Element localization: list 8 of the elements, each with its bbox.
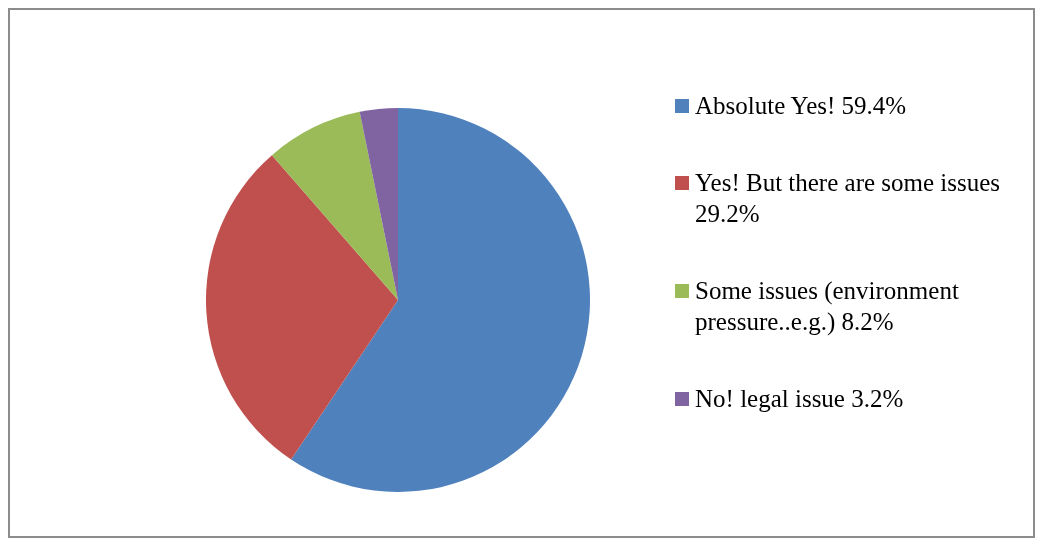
legend-label: Some issues (environment pressure..e.g.) 8.2%	[695, 276, 960, 337]
pie-slice	[291, 108, 590, 492]
pie-slice	[271, 111, 398, 300]
pie-slice	[359, 108, 398, 300]
legend-label: No! legal issue 3.2%	[695, 384, 904, 414]
legend-label: Absolute Yes! 59.4%	[695, 91, 907, 121]
legend-label: Yes! But there are some issues 29.2%	[695, 168, 1002, 229]
pie-slice	[206, 155, 398, 460]
